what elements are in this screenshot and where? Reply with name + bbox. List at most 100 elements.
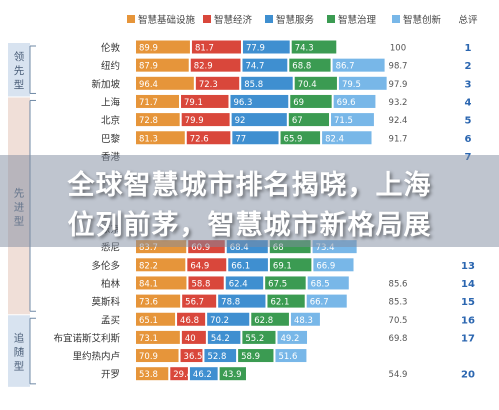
data-label: 49.2 [281, 334, 300, 344]
data-label: 52.8 [207, 352, 226, 362]
rank-number: 17 [461, 333, 475, 344]
data-label: 81.3 [139, 134, 158, 144]
data-label: 81.7 [195, 44, 214, 54]
city-label: 开罗 [101, 370, 120, 381]
data-label: 48.3 [294, 316, 313, 326]
data-label: 79.1 [184, 98, 203, 108]
data-label: 53.8 [139, 370, 158, 380]
bar-segment [136, 131, 185, 145]
city-label: 纽约 [101, 60, 120, 72]
legend-swatch [327, 15, 335, 23]
bar-segment [136, 276, 187, 290]
bar-segment [294, 76, 337, 90]
data-label: 79.9 [185, 116, 204, 126]
bar-segment [267, 294, 305, 308]
data-label: 72.6 [190, 134, 209, 144]
total-score: 93.2 [389, 98, 408, 108]
data-label: 73.6 [139, 298, 158, 308]
data-label: 36.5 [184, 352, 203, 362]
bar-segment [136, 58, 189, 72]
data-label: 56.7 [185, 298, 204, 308]
bar-segment [333, 94, 376, 108]
rank-number: 14 [461, 279, 475, 290]
bar-segment [230, 94, 289, 108]
data-label: 68.8 [292, 62, 311, 72]
city-label: 新加坡 [91, 78, 120, 90]
bar-segment [207, 330, 241, 344]
data-label: 96.3 [233, 98, 252, 108]
data-label: 74.7 [245, 62, 264, 72]
bar-segment [204, 349, 237, 363]
data-label: 69.1 [273, 261, 292, 271]
data-label: 65.9 [284, 134, 303, 144]
data-label: 66.1 [231, 261, 250, 271]
data-label: 46.8 [180, 316, 199, 326]
bar-segment [136, 258, 186, 272]
bar-segment [136, 94, 180, 108]
bar-segment [177, 312, 206, 326]
city-label: 上海 [101, 96, 121, 108]
group-label-char: 型 [14, 78, 25, 91]
bar-segment [180, 349, 203, 363]
group-label-char: 领 [14, 50, 25, 63]
group-label-char: 追 [14, 332, 25, 345]
city-label: 北京 [101, 115, 120, 127]
legend-swatch [392, 15, 400, 23]
rank-number: 4 [465, 97, 472, 108]
bar-segment [242, 58, 288, 72]
group-label-char: 型 [14, 360, 25, 373]
data-label: 58.8 [191, 279, 210, 289]
bar-segment [280, 131, 321, 145]
data-label: 64.9 [190, 261, 209, 271]
bar-segment [219, 367, 246, 381]
headline-line-2: 位列前茅，智慧城市新格局展 [67, 210, 432, 241]
bar-segment [313, 258, 354, 272]
city-label: 多伦多 [91, 260, 120, 272]
data-label: 43.9 [223, 370, 242, 380]
bar-segment [136, 349, 179, 363]
bar-segment [191, 40, 241, 54]
total-score: 98.7 [389, 62, 408, 72]
bar-segment [241, 76, 293, 90]
bar-segment [332, 58, 385, 72]
data-label: 67.5 [268, 279, 287, 289]
bar-segment [242, 40, 290, 54]
total-score: 91.7 [389, 134, 408, 144]
bar-segment [228, 258, 268, 272]
city-label: 巴黎 [101, 133, 121, 145]
bar-segment [218, 294, 266, 308]
data-label: 84.1 [139, 279, 158, 289]
data-label: 78.8 [221, 298, 240, 308]
data-label: 60.9 [191, 243, 210, 253]
data-label: 86.7 [336, 62, 355, 72]
bar-segment [187, 258, 227, 272]
bar-segment [186, 131, 231, 145]
data-label: 89.9 [139, 44, 158, 54]
data-label: 68.5 [311, 279, 330, 289]
bar-segment [251, 312, 289, 326]
bar-segment [190, 58, 241, 72]
total-score: 70.5 [389, 316, 408, 326]
data-label: 67 [292, 116, 303, 126]
data-label: 72.8 [139, 116, 158, 126]
data-label: 92 [235, 116, 246, 126]
legend-swatch [265, 15, 273, 23]
bar-segment [322, 131, 372, 145]
bar-segment [331, 113, 374, 127]
bar-segment [265, 276, 306, 290]
bar-segment [338, 76, 387, 90]
group-band [8, 43, 30, 97]
data-label: 29.4 [173, 370, 192, 380]
data-label: 70.4 [298, 80, 317, 90]
data-label: 46.2 [193, 370, 212, 380]
data-label: 77.9 [246, 44, 265, 54]
bar-segment [225, 276, 264, 290]
bar-segment [181, 94, 229, 108]
group-label-char: 随 [14, 346, 25, 359]
total-column-header: 总评 [458, 14, 478, 26]
city-label: 柏林 [101, 278, 121, 290]
data-label: 82.2 [139, 261, 158, 271]
data-label: 72.3 [199, 80, 218, 90]
legend-entry: 智慧基础设施 [138, 14, 196, 26]
